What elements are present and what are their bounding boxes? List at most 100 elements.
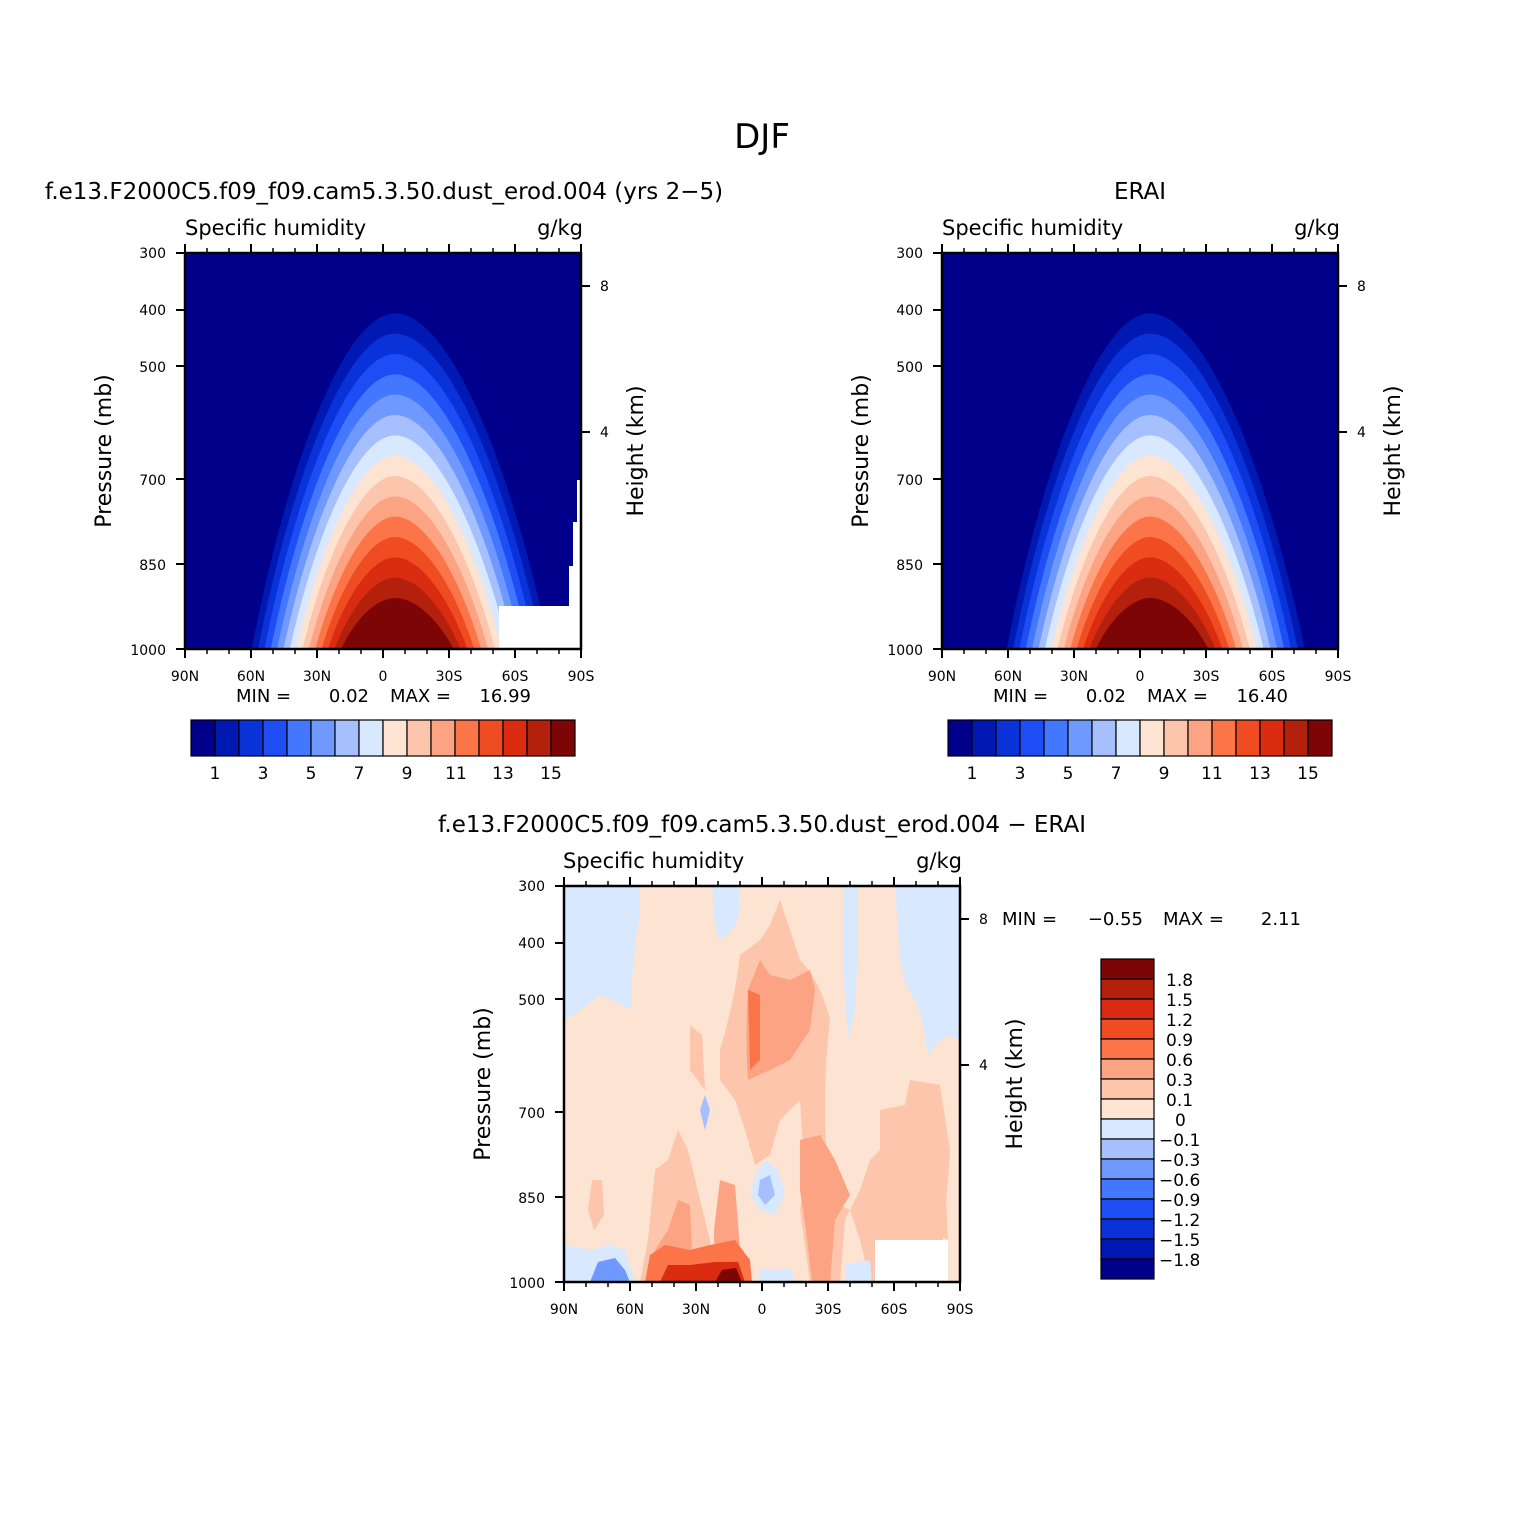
panel-model-colorbar-label: 7 [354, 764, 365, 784]
panel-model-xtick: 30S [436, 669, 463, 685]
diff-neg-top-mid [712, 886, 740, 940]
panel-erai-ytick: 1000 [887, 643, 923, 659]
panel-diff-colorbar-label: −0.6 [1159, 1171, 1200, 1191]
panel-erai-min-label: MIN = [993, 686, 1048, 707]
panel-diff-height-tick: 8 [979, 912, 988, 928]
panel-model: f.e13.F2000C5.f09_f09.cam5.3.50.dust_ero… [45, 179, 723, 784]
diff-pos-upper-mid [690, 1025, 705, 1090]
panel-diff-colorbar-label: −0.9 [1159, 1191, 1200, 1211]
panel-model-min-label: MIN = [236, 686, 291, 707]
colorbar-swatch [1019, 719, 1045, 757]
colorbar-swatch [1211, 719, 1237, 757]
colorbar-swatch [1100, 1098, 1155, 1120]
panel-erai: ERAI Specific humidity g/kg 90N 60N 30N … [849, 179, 1406, 784]
panel-model-max-value: 16.99 [479, 686, 531, 707]
diff-neg-nw [564, 886, 640, 1020]
colorbar-swatch [1100, 1058, 1155, 1080]
panel-diff-colorbar-label: 1.5 [1166, 991, 1193, 1011]
colorbar-swatch [1067, 719, 1093, 757]
colorbar-swatch [238, 719, 264, 757]
panel-diff-ytick: 700 [518, 1106, 545, 1122]
panel-diff-xtick: 60N [616, 1302, 644, 1318]
panel-diff-xtick: 90N [550, 1302, 578, 1318]
colorbar-swatch [1139, 719, 1165, 757]
colorbar-swatch [1100, 1178, 1155, 1200]
panel-model-max-label: MAX = [390, 686, 451, 707]
colorbar-swatch [971, 719, 997, 757]
panel-diff-orography [875, 1240, 948, 1282]
panel-diff-xtick: 60S [881, 1302, 908, 1318]
colorbar-swatch [406, 719, 432, 757]
colorbar-swatch [286, 719, 312, 757]
panel-model-xtick: 60N [237, 669, 265, 685]
colorbar-swatch [358, 719, 384, 757]
panel-diff-ytick: 300 [518, 879, 545, 895]
panel-erai-title: ERAI [1114, 179, 1166, 205]
panel-model-colorbar [190, 719, 576, 757]
panel-diff-colorbar-label: −1.2 [1159, 1211, 1200, 1231]
colorbar-swatch [1163, 719, 1189, 757]
colorbar-swatch [1100, 1018, 1155, 1040]
panel-diff-colorbar-label: 1.8 [1166, 971, 1193, 991]
diff-pos-mid [746, 960, 815, 1080]
humidity-contour-level [340, 598, 454, 649]
panel-erai-xtick: 60S [1259, 669, 1286, 685]
panel-erai-ytick: 300 [896, 246, 923, 262]
panel-model-ytick: 500 [139, 360, 166, 376]
panel-model-xtick: 90S [568, 669, 595, 685]
panel-erai-ytick: 400 [896, 303, 923, 319]
panel-erai-xtick: 30S [1193, 669, 1220, 685]
diff-pos-base-max [715, 1268, 742, 1282]
panel-diff-colorbar-label: 0.6 [1166, 1051, 1193, 1071]
panel-model-ytick: 1000 [130, 643, 166, 659]
panel-erai-colorbar-label: 5 [1063, 764, 1074, 784]
panel-diff-variable: Specific humidity [563, 849, 744, 873]
colorbar-swatch [526, 719, 552, 757]
colorbar-swatch [190, 719, 216, 757]
panel-erai-colorbar-label: 13 [1249, 764, 1271, 784]
panel-erai-ytick: 500 [896, 360, 923, 376]
panel-model-units: g/kg [537, 216, 583, 240]
panel-model-colorbar-label: 1 [210, 764, 221, 784]
panel-diff-field [564, 886, 960, 1282]
panel-erai-max-value: 16.40 [1236, 686, 1288, 707]
colorbar-swatch [1100, 958, 1155, 980]
panel-erai-field [942, 253, 1338, 649]
panel-erai-right-ylabel: Height (km) [1381, 385, 1406, 516]
panel-diff-colorbar [1100, 958, 1155, 1280]
panel-diff-colorbar-label: 0.9 [1166, 1031, 1193, 1051]
panel-diff-ylabel: Pressure (mb) [471, 1007, 496, 1161]
colorbar-swatch [1259, 719, 1285, 757]
panel-model-height-tick: 8 [600, 279, 609, 295]
panel-erai-ytick: 850 [896, 558, 923, 574]
panel-diff: f.e13.F2000C5.f09_f09.cam5.3.50.dust_ero… [438, 812, 1301, 1318]
diff-neg-mid-inner [758, 1175, 775, 1205]
panel-erai-xtick: 90N [928, 669, 956, 685]
diff-neg-base-right [845, 1260, 872, 1282]
panel-diff-ticks [555, 877, 969, 1291]
diff-neg-base-mid [760, 1268, 795, 1282]
panel-diff-plot [555, 877, 969, 1291]
panel-erai-colorbar-label: 9 [1159, 764, 1170, 784]
panel-diff-colorbar-label: −1.8 [1159, 1251, 1200, 1271]
colorbar-swatch [1307, 719, 1333, 757]
colorbar-swatch [550, 719, 576, 757]
panel-model-plot [176, 244, 590, 658]
diff-pos-lower-right [925, 1175, 948, 1240]
panel-model-ticks [176, 244, 590, 658]
panel-diff-colorbar-label: 0.3 [1166, 1071, 1193, 1091]
colorbar-swatch [1283, 719, 1309, 757]
diff-neg-ne [895, 886, 960, 1055]
diff-neg-mid-col [700, 1095, 710, 1130]
panel-erai-variable: Specific humidity [942, 216, 1123, 240]
figure-title: DJF [734, 117, 790, 157]
panel-model-title: f.e13.F2000C5.f09_f09.cam5.3.50.dust_ero… [45, 179, 723, 205]
panel-diff-colorbar-label: −1.5 [1159, 1231, 1200, 1251]
colorbar-swatch [947, 719, 973, 757]
colorbar-swatch [1043, 719, 1069, 757]
colorbar-swatch [1100, 1198, 1155, 1220]
colorbar-swatch [454, 719, 480, 757]
colorbar-swatch [1100, 1238, 1155, 1260]
panel-diff-colorbar-label: 1.2 [1166, 1011, 1193, 1031]
